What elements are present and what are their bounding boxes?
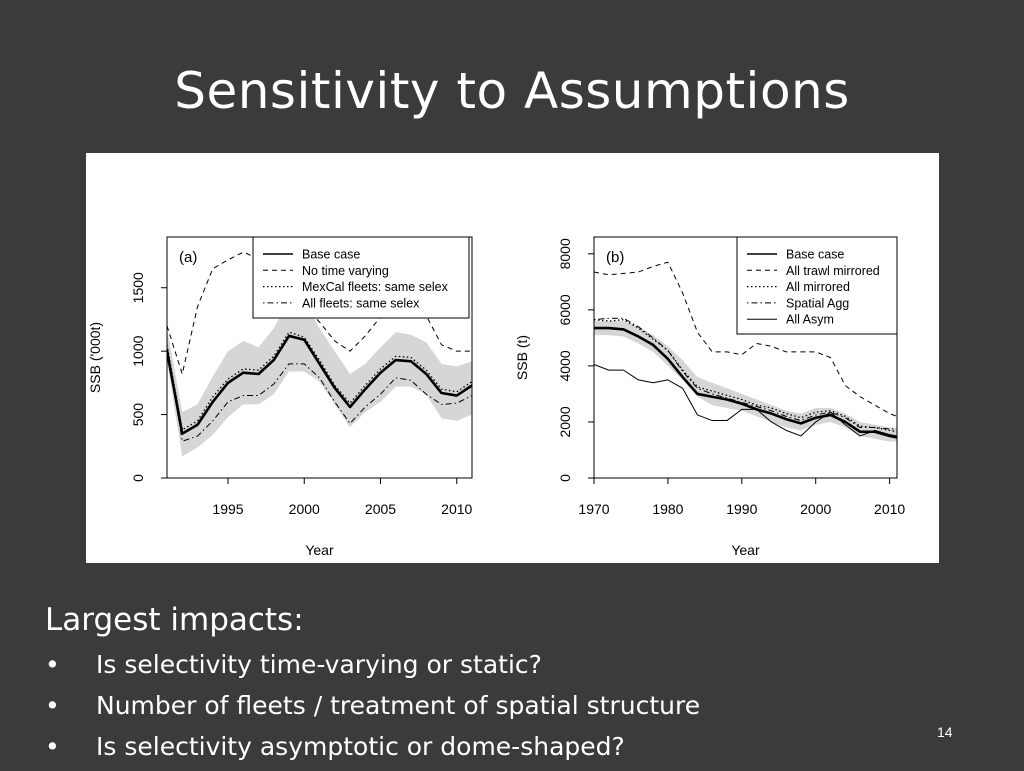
chart-canvas: 1995 2000 2005 2010 0 500 1000 1500 Year SSB ('00… xyxy=(87,236,905,558)
y-tick-label: 0 xyxy=(130,474,146,482)
series-line xyxy=(594,326,897,439)
chart-figure: 1995 2000 2005 2010 0 500 1000 1500 Year SSB ('00… xyxy=(86,153,939,563)
series-line xyxy=(594,364,897,437)
x-axis-label: Year xyxy=(731,542,760,558)
legend-box xyxy=(736,236,898,335)
series-line xyxy=(167,331,472,431)
x-tick-label: 2010 xyxy=(874,501,905,517)
series-line xyxy=(594,261,897,417)
series-line xyxy=(167,334,472,435)
legend-label: All fleets: same selex xyxy=(302,296,420,310)
x-tick-label: 1970 xyxy=(578,501,609,517)
x-tick-label: 2010 xyxy=(441,501,472,517)
y-tick-label: 0 xyxy=(557,474,573,482)
y-tick-label: 500 xyxy=(130,403,146,427)
x-tick-label: 2005 xyxy=(365,501,396,517)
y-tick-label: 1500 xyxy=(130,272,146,303)
legend-label: Base case xyxy=(302,248,360,262)
legend-label: Base case xyxy=(786,248,844,262)
bullet-text: Number of fleets / treatment of spatial … xyxy=(96,691,701,720)
y-axis-label: SSB (t) xyxy=(514,335,530,380)
legend-label: Spatial Agg xyxy=(786,296,849,310)
bullet-text: Is selectivity asymptotic or dome-shaped… xyxy=(96,732,625,761)
impacts-heading: Largest impacts: xyxy=(45,602,304,638)
x-tick-label: 2000 xyxy=(289,501,320,517)
legend-label: All Asym xyxy=(786,313,834,327)
bullet-item: • Number of fleets / treatment of spatial… xyxy=(45,689,700,730)
slide-number: 14 xyxy=(937,724,953,740)
panel-label: (a) xyxy=(179,249,197,266)
y-tick-label: 6000 xyxy=(557,294,573,325)
x-tick-label: 1990 xyxy=(726,501,757,517)
legend-box xyxy=(252,236,470,319)
slide-title: Sensitivity to Assumptions xyxy=(174,62,850,120)
y-tick-label: 4000 xyxy=(557,350,573,381)
panel-label: (b) xyxy=(606,249,624,266)
x-tick-label: 1995 xyxy=(212,501,243,517)
legend-label: No time varying xyxy=(302,264,389,278)
y-tick-label: 8000 xyxy=(557,238,573,269)
x-axis-label: Year xyxy=(305,542,334,558)
y-axis-label: SSB ('000t) xyxy=(87,322,103,393)
confidence-band xyxy=(167,300,472,457)
y-tick-label: 2000 xyxy=(557,406,573,437)
x-tick-label: 2000 xyxy=(800,501,831,517)
bullet-text: Is selectivity time-varying or static? xyxy=(96,650,542,679)
bullet-icon: • xyxy=(45,691,60,720)
series-line xyxy=(594,319,897,433)
chart-panel-b: 1970 1980 1990 2000 2010 0 2000 4000 6000 8000 Yea… xyxy=(514,236,905,558)
x-tick-label: 1980 xyxy=(652,501,683,517)
series-line xyxy=(167,344,472,442)
bullet-icon: • xyxy=(45,650,60,679)
bullet-icon: • xyxy=(45,732,60,761)
legend-label: All mirrored xyxy=(786,280,850,294)
confidence-band xyxy=(594,321,897,442)
y-tick-label: 1000 xyxy=(130,335,146,366)
chart-panel-a: 1995 2000 2005 2010 0 500 1000 1500 Year SSB ('00… xyxy=(87,236,473,558)
bullet-item: • Is selectivity time-varying or static? xyxy=(45,648,700,689)
bullet-item: • Is selectivity asymptotic or dome-shape… xyxy=(45,730,700,771)
impacts-list: • Is selectivity time-varying or static? … xyxy=(45,648,700,771)
legend-label: All trawl mirrored xyxy=(786,264,880,278)
legend-label: MexCal fleets: same selex xyxy=(302,280,449,294)
